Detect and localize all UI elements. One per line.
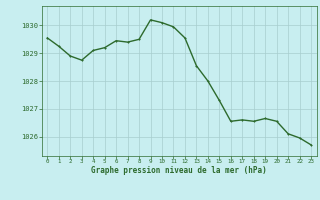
X-axis label: Graphe pression niveau de la mer (hPa): Graphe pression niveau de la mer (hPa) [91, 166, 267, 175]
